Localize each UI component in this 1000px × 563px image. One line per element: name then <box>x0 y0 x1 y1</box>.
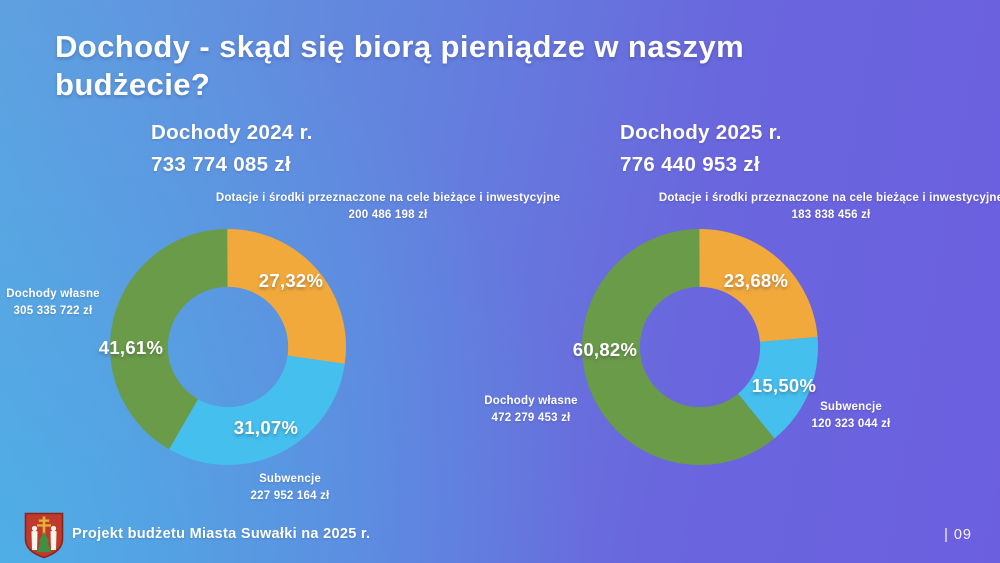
page-title-line2: budżecie? <box>55 67 211 102</box>
page-title-line1: Dochody - skąd się biorą pieniądze w nas… <box>55 29 745 64</box>
label-2024-dotacje-amount: 200 486 198 zł <box>348 209 428 221</box>
label-2025-subwencje-amount: 120 323 044 zł <box>811 418 891 430</box>
page-title: Dochody - skąd się biorą pieniądze w nas… <box>55 28 905 104</box>
label-2024-subwencje: Subwencje 227 952 164 zł <box>251 471 330 505</box>
label-2024-dochody-wlasne-amount: 305 335 722 zł <box>13 305 93 317</box>
suwalki-crest-logo <box>24 512 64 559</box>
label-2025-dotacje-amount: 183 838 456 zł <box>791 209 871 221</box>
label-2024-dotacje-name: Dotacje i środki przeznaczone na cele bi… <box>215 192 561 204</box>
chart-2025-total: 776 440 953 zł <box>620 153 760 176</box>
pct-2024-subwencje: 31,07% <box>233 417 299 438</box>
donut-chart-2024 <box>110 229 346 465</box>
pct-2025-subwencje: 15,50% <box>751 375 817 396</box>
page-number: | 09 <box>944 527 972 543</box>
chart-2024-header: Dochody 2024 r. 733 774 085 zł <box>151 117 313 181</box>
label-2024-subwencje-amount: 227 952 164 zł <box>250 490 330 502</box>
label-2024-dochody-wlasne: Dochody własne 305 335 722 zł <box>6 286 100 320</box>
label-2025-dochody-wlasne-name: Dochody własne <box>484 395 578 407</box>
label-2025-subwencje: Subwencje 120 323 044 zł <box>812 399 891 433</box>
label-2025-dotacje: Dotacje i środki przeznaczone na cele bi… <box>659 190 1000 224</box>
chart-2024-title: Dochody 2024 r. <box>151 121 313 144</box>
donut-chart-2025 <box>582 229 818 465</box>
label-2024-subwencje-name: Subwencje <box>259 473 321 485</box>
pct-2024-dochody-wlasne: 41,61% <box>98 337 164 358</box>
label-2024-dochody-wlasne-name: Dochody własne <box>6 288 100 300</box>
pct-2024-dotacje: 27,32% <box>258 270 324 291</box>
label-2024-dotacje: Dotacje i środki przeznaczone na cele bi… <box>216 190 560 224</box>
label-2025-dochody-wlasne: Dochody własne 472 279 453 zł <box>484 393 578 427</box>
chart-2025-header: Dochody 2025 r. 776 440 953 zł <box>620 117 782 181</box>
chart-2025-title: Dochody 2025 r. <box>620 121 782 144</box>
label-2025-dotacje-name: Dotacje i środki przeznaczone na cele bi… <box>658 192 1000 204</box>
chart-2024-total: 733 774 085 zł <box>151 153 291 176</box>
pct-2025-dochody-wlasne: 60,82% <box>572 339 638 360</box>
pct-2025-dotacje: 23,68% <box>723 270 789 291</box>
label-2025-dochody-wlasne-amount: 472 279 453 zł <box>491 412 571 424</box>
label-2025-subwencje-name: Subwencje <box>820 401 882 413</box>
footer-text: Projekt budżetu Miasta Suwałki na 2025 r… <box>72 526 371 542</box>
